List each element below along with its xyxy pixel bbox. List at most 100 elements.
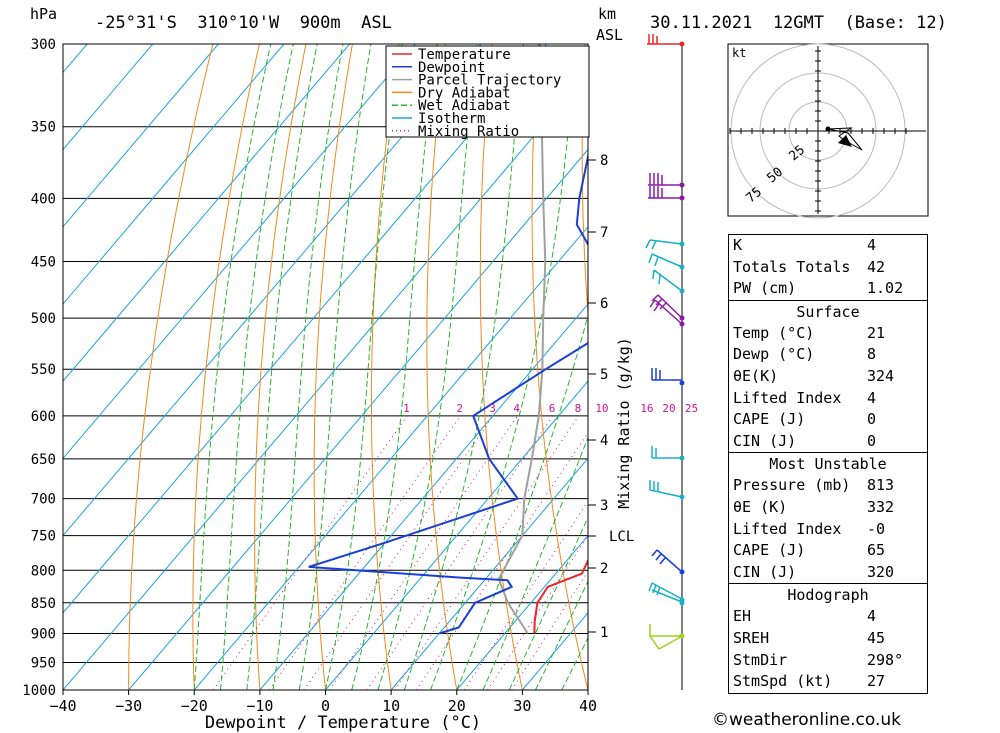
stat-row: Dewp (°C) 8 xyxy=(729,344,927,366)
pressure-tick-label: 400 xyxy=(31,191,56,207)
most-unstable-box: Most Unstable Pressure (mb) 813 θE (K) 332 L… xyxy=(728,453,928,585)
pressure-tick-label: 500 xyxy=(31,311,56,327)
stat-row: Totals Totals 42 xyxy=(729,257,927,279)
dry-adiabat-line xyxy=(371,44,400,690)
dewpoint-line xyxy=(308,151,588,635)
temp-tick-label: −40 xyxy=(49,697,76,715)
pressure-tick-label: 550 xyxy=(31,362,56,378)
pressure-tick-label: 600 xyxy=(31,409,56,425)
credit-link[interactable]: ©weatheronline.co.uk xyxy=(712,710,902,730)
stat-value: 8 xyxy=(867,345,877,364)
lcl-label: LCL xyxy=(609,529,634,545)
mixing-ratio-axis-label: Mixing Ratio (g/kg) xyxy=(615,337,633,509)
location-title: -25°31'S 310°10'W 900m ASL xyxy=(95,13,392,33)
legend-label: Dry Adiabat xyxy=(418,85,511,101)
mixing-ratio-label: 25 xyxy=(685,402,698,415)
stat-value: 4 xyxy=(867,388,877,407)
km-tick-label: 8 xyxy=(600,153,608,169)
temp-tick-label: 10 xyxy=(382,697,400,715)
dry-adiabat-line xyxy=(957,44,1000,690)
stat-value: 324 xyxy=(867,366,895,385)
wet-adiabat-line xyxy=(298,44,372,690)
km-tick-label: 2 xyxy=(600,561,608,577)
dry-adiabat-line xyxy=(192,44,260,690)
hodograph-stats-title: Hodograph xyxy=(787,586,869,605)
stat-label: CAPE (J) xyxy=(733,410,806,429)
height-axis: 1 2 3 4 5 6 7 8 LCL xyxy=(588,44,683,690)
stat-row: CIN (J) 0 xyxy=(729,431,927,453)
stat-row: CAPE (J) 0 xyxy=(729,409,927,431)
most-unstable-title: Most Unstable xyxy=(769,455,887,474)
wet-adiabat-line xyxy=(482,435,588,690)
indices-box: K 4 Totals Totals 42 PW (cm) 1.02 xyxy=(728,234,928,301)
plot-background xyxy=(63,44,588,690)
pressure-tick-label: 950 xyxy=(31,655,56,671)
legend-label: Parcel Trajectory xyxy=(418,73,561,89)
stat-row: CAPE (J) 65 xyxy=(729,540,927,562)
temp-tick-label: 20 xyxy=(448,697,466,715)
stat-value: 42 xyxy=(867,257,886,276)
dry-adiabat-line xyxy=(581,44,588,320)
mixing-ratio-label: 2 xyxy=(456,402,463,415)
stat-row: CIN (J) 320 xyxy=(729,562,927,584)
km-tick-label: 3 xyxy=(600,498,608,514)
pressure-tick-label: 800 xyxy=(31,563,56,579)
stat-label: Totals Totals xyxy=(733,257,851,276)
isotherm-line xyxy=(259,303,588,690)
wet-adiabat-line xyxy=(193,44,272,690)
temp-tick-label: −20 xyxy=(181,697,208,715)
stat-label: SREH xyxy=(733,628,770,647)
wet-adiabat-line xyxy=(246,44,318,690)
temperature-line xyxy=(533,558,588,634)
wet-adiabat-line xyxy=(220,44,294,690)
hodograph-stats-box: Hodograph EH 4 SREH 45 StmDir 298° StmSpd (kt)… xyxy=(728,584,928,694)
datetime-title: 30.11.2021 12GMT (Base: 12) xyxy=(650,13,947,33)
pressure-tick-label: 700 xyxy=(31,492,56,508)
mixing-ratio-label: 8 xyxy=(575,402,582,415)
isotherm-line xyxy=(325,380,588,690)
mixing-ratio-label: 4 xyxy=(513,402,520,415)
legend-label: Wet Adiabat xyxy=(418,98,511,114)
stat-value: 65 xyxy=(867,541,886,560)
km-tick-label: 7 xyxy=(600,225,608,241)
x-axis-label: Dewpoint / Temperature (°C) xyxy=(205,713,481,733)
isotherm-line xyxy=(390,457,588,690)
stat-label: CAPE (J) xyxy=(733,541,806,560)
stat-label: Lifted Index xyxy=(733,519,842,538)
isotherm-line xyxy=(63,44,350,382)
temp-tick-label: 0 xyxy=(321,697,330,715)
dry-adiabat-line xyxy=(313,44,353,690)
stat-label: CIN (J) xyxy=(733,431,797,450)
dry-adiabat-line xyxy=(128,44,214,690)
stat-value: 0 xyxy=(867,410,877,429)
stat-label: θE(K) xyxy=(733,366,779,385)
stat-row: θE(K) 324 xyxy=(729,366,927,388)
isotherm-line xyxy=(456,534,588,690)
pressure-tick-label: 350 xyxy=(31,120,56,136)
temp-tick-label: 30 xyxy=(513,697,531,715)
wet-adiabat-line xyxy=(535,580,588,690)
stat-label: Temp (°C) xyxy=(733,323,815,342)
surface-box: Surface Temp (°C) 21 Dewp (°C) 8 θE(K) 324 Lif… xyxy=(728,300,928,454)
stat-value: 4 xyxy=(867,607,877,626)
stat-value: 45 xyxy=(867,628,886,647)
hpa-unit: hPa xyxy=(30,5,57,23)
wet-adiabat-line xyxy=(456,313,588,690)
surface-title: Surface xyxy=(796,302,860,321)
legend-label: Isotherm xyxy=(418,111,485,127)
pressure-tick-label: 450 xyxy=(31,255,56,271)
stat-label: CIN (J) xyxy=(733,562,797,581)
wind-barbs xyxy=(645,34,685,650)
stat-label: Dewp (°C) xyxy=(733,345,815,364)
stat-value: 27 xyxy=(867,672,886,691)
stat-label: K xyxy=(733,236,743,254)
dry-adiabat-line xyxy=(631,44,720,690)
stat-value: 1.02 xyxy=(867,279,904,298)
sounding-profiles xyxy=(308,44,588,635)
stat-row: θE (K) 332 xyxy=(729,497,927,519)
wet-adiabat-line xyxy=(508,515,588,690)
mixing-ratio-label: 16 xyxy=(640,402,653,415)
stat-row: EH 4 xyxy=(729,606,927,628)
pressure-tick-label: 650 xyxy=(31,452,56,468)
